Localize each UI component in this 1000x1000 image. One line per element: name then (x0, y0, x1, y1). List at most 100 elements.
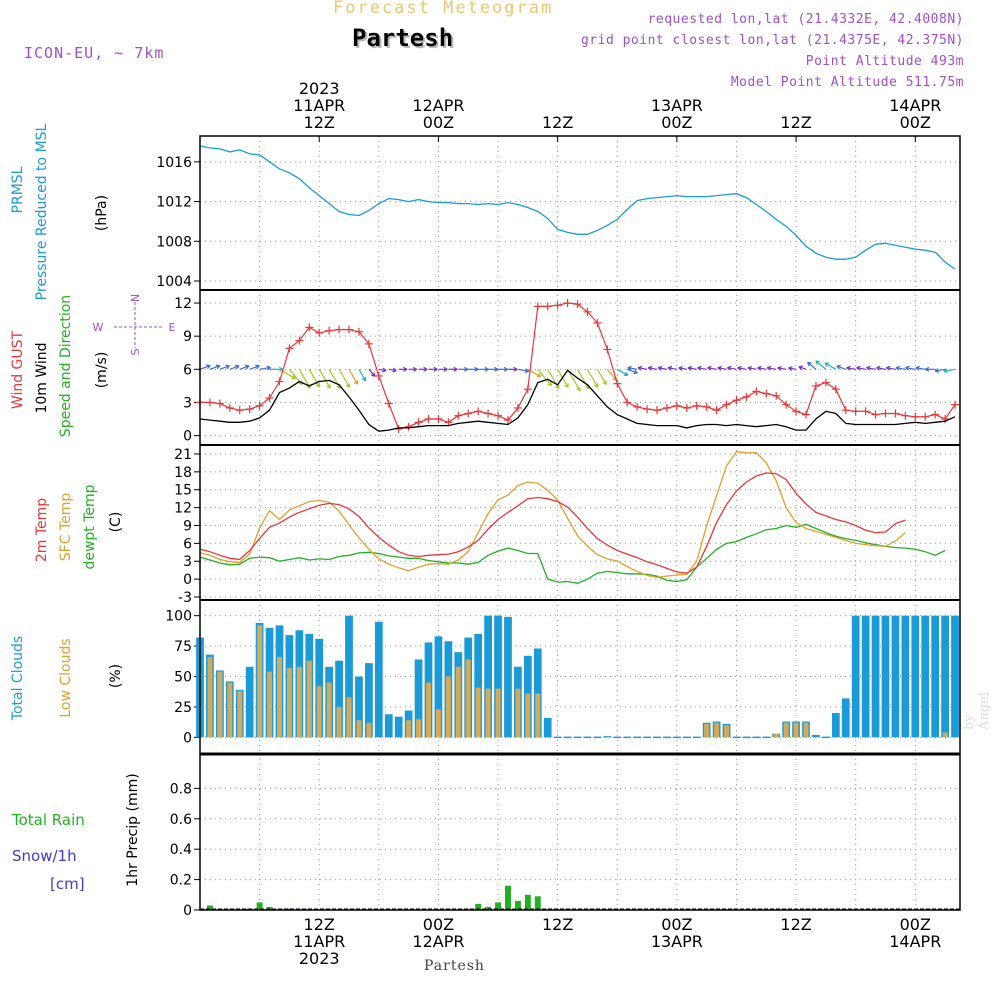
rain-bar (206, 905, 213, 910)
low-cloud-bar (326, 682, 332, 738)
wind-arrow-head (717, 367, 722, 371)
low-cloud-bar (217, 671, 223, 738)
wind-arrow (249, 365, 260, 370)
wind-arrow-head (876, 367, 880, 371)
wind-arrow (668, 367, 677, 370)
rain-bar (504, 885, 511, 910)
low-cloud-bar (227, 682, 233, 738)
wind-arrow-head (647, 367, 652, 371)
low-cloud-bar (237, 691, 243, 738)
wind-arrow-head (206, 364, 211, 367)
rain-bar (514, 900, 521, 910)
wind-arrow-head (824, 362, 828, 367)
wind-arrow-head (697, 367, 702, 371)
temp-side-label: dewpt Temp (82, 484, 98, 569)
temp-tick-label: 12 (174, 501, 192, 517)
wind-arrow (757, 367, 767, 370)
wind-arrow (895, 367, 906, 370)
wind-speed-series-line (199, 369, 956, 432)
precip-left-label: [cm] (50, 875, 85, 893)
wind-arrow-head (807, 362, 810, 367)
wind-arrow-head (798, 366, 802, 371)
wind-arrow (876, 367, 886, 370)
pressure-side-label: Pressure Reduced to MSL (34, 123, 50, 300)
info-requested: requested lon,lat (21.4332E, 42.4008N) (647, 12, 964, 27)
compass-label-s: S (129, 348, 142, 355)
pressure-tick-label: 1004 (156, 274, 192, 290)
wind-arrow (777, 367, 787, 370)
wind-arrow (567, 369, 581, 392)
wind-arrow (678, 367, 687, 370)
low-cloud-bar (942, 732, 948, 738)
low-cloud-bar (495, 688, 501, 738)
wind-arrow (368, 368, 376, 377)
footer-location: Partesh (424, 958, 485, 974)
wind-arrow-head (766, 367, 771, 371)
rain-bar (524, 894, 531, 910)
total-cloud-bar (394, 716, 403, 738)
wind-arrow (943, 368, 956, 372)
wind-arrow-head (423, 366, 428, 370)
wind-arrow (348, 369, 359, 385)
temp-tick-label: -3 (178, 590, 192, 606)
total-cloud-bar (504, 616, 512, 738)
low-cloud-bar (525, 693, 531, 738)
wind-arrow (856, 367, 866, 370)
wind-arrow-head (215, 364, 220, 367)
wind-arrow (596, 369, 607, 385)
wind-arrow-head (925, 368, 930, 372)
time-label-bottom: 00Z (423, 915, 454, 934)
clouds-tick-label: 0 (183, 730, 192, 746)
time-label-top: 14APR (889, 96, 941, 115)
wind-arrow (815, 360, 827, 370)
wind-arrow-head (503, 366, 508, 370)
pressure-tick-label: 1016 (156, 155, 192, 171)
low-cloud-bar (803, 722, 809, 738)
low-cloud-bar (306, 660, 312, 738)
low-cloud-bar (257, 625, 263, 738)
total-cloud-bar (812, 734, 820, 738)
wind-arrow (658, 367, 668, 370)
wind-arrow (338, 369, 350, 388)
total-cloud-bar (941, 615, 949, 738)
total-cloud-bar (921, 615, 930, 738)
time-label-bottom: 13APR (651, 932, 703, 951)
total-cloud-bar (911, 615, 920, 738)
wind-arrow (866, 367, 876, 370)
wind-arrow-head (464, 366, 469, 370)
low-cloud-bar (346, 697, 352, 738)
time-label-top: 00Z (423, 113, 454, 132)
wind-side-label: 10m Wind (34, 342, 50, 413)
wind-arrow-head (538, 373, 542, 378)
wind-arrow-head (433, 366, 438, 370)
wind-arrow-head (625, 371, 629, 376)
low-cloud-bar (276, 657, 282, 738)
time-label-top: 12Z (542, 113, 573, 132)
precip-tick-label: 0.2 (170, 873, 192, 889)
wind-arrow-head (634, 369, 638, 374)
time-label-top: 2023 (299, 79, 340, 98)
wind-arrow-head (292, 374, 296, 379)
rain-bar (475, 903, 482, 910)
wind-arrow-head (403, 366, 408, 370)
clouds-unit-label: (%) (108, 664, 124, 688)
temp-unit-label: (C) (108, 512, 124, 533)
wind-unit-label: (m/s) (94, 352, 110, 389)
rain-bar (485, 906, 492, 910)
wind-arrow-head (934, 370, 940, 373)
compass-label-n: N (129, 294, 142, 302)
time-label-top: 12APR (412, 96, 464, 115)
wind-arrow-head (727, 367, 731, 371)
wind-arrow (219, 365, 230, 370)
time-label-bottom: 12Z (542, 915, 573, 934)
wind-arrow-head (550, 381, 553, 386)
wind-arrow (807, 361, 817, 370)
low-cloud-bar (406, 720, 412, 738)
wind-arrow-head (943, 370, 948, 374)
wind-arrow-head (525, 368, 530, 372)
wind-arrow (836, 365, 846, 370)
wind-arrow (747, 367, 757, 370)
wind-arrow (576, 369, 590, 390)
temp-tick-label: 18 (174, 465, 192, 481)
